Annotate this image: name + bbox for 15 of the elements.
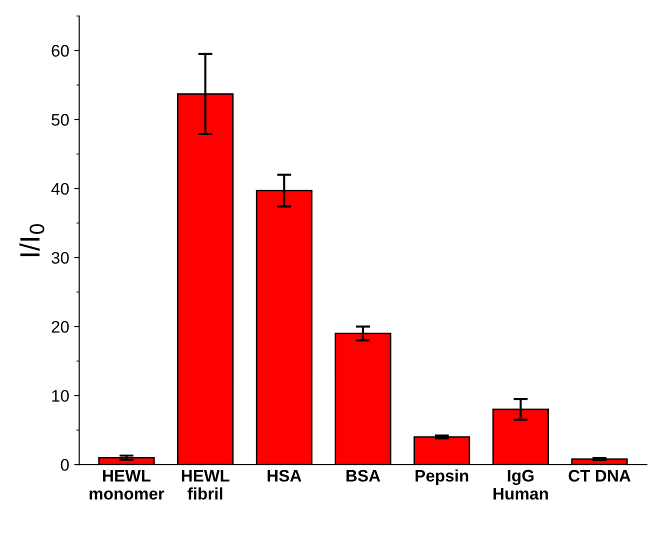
x-tick-label: Pepsin: [416, 469, 468, 485]
y-tick-label: 30: [52, 252, 69, 264]
x-tick-label: BSA: [346, 470, 380, 482]
x-tick-label: HEWL monomer: [90, 470, 164, 500]
x-tick-label: HSA: [268, 470, 302, 482]
x-tick-label: CT DNA: [568, 470, 631, 482]
y-axis-title: I/I$_{0}$: [19, 224, 44, 256]
x-tick-label: IgG Human: [494, 470, 548, 500]
y-tick-label: 20: [52, 320, 69, 333]
y-tick-label: 60: [52, 44, 69, 57]
y-tick-label: 0: [60, 458, 69, 471]
y-tick-label: 40: [51, 182, 69, 195]
y-tick-label: 10: [52, 390, 69, 402]
x-tick-label: HEWL fibril: [182, 470, 230, 500]
y-tick-label: 50: [52, 114, 69, 126]
